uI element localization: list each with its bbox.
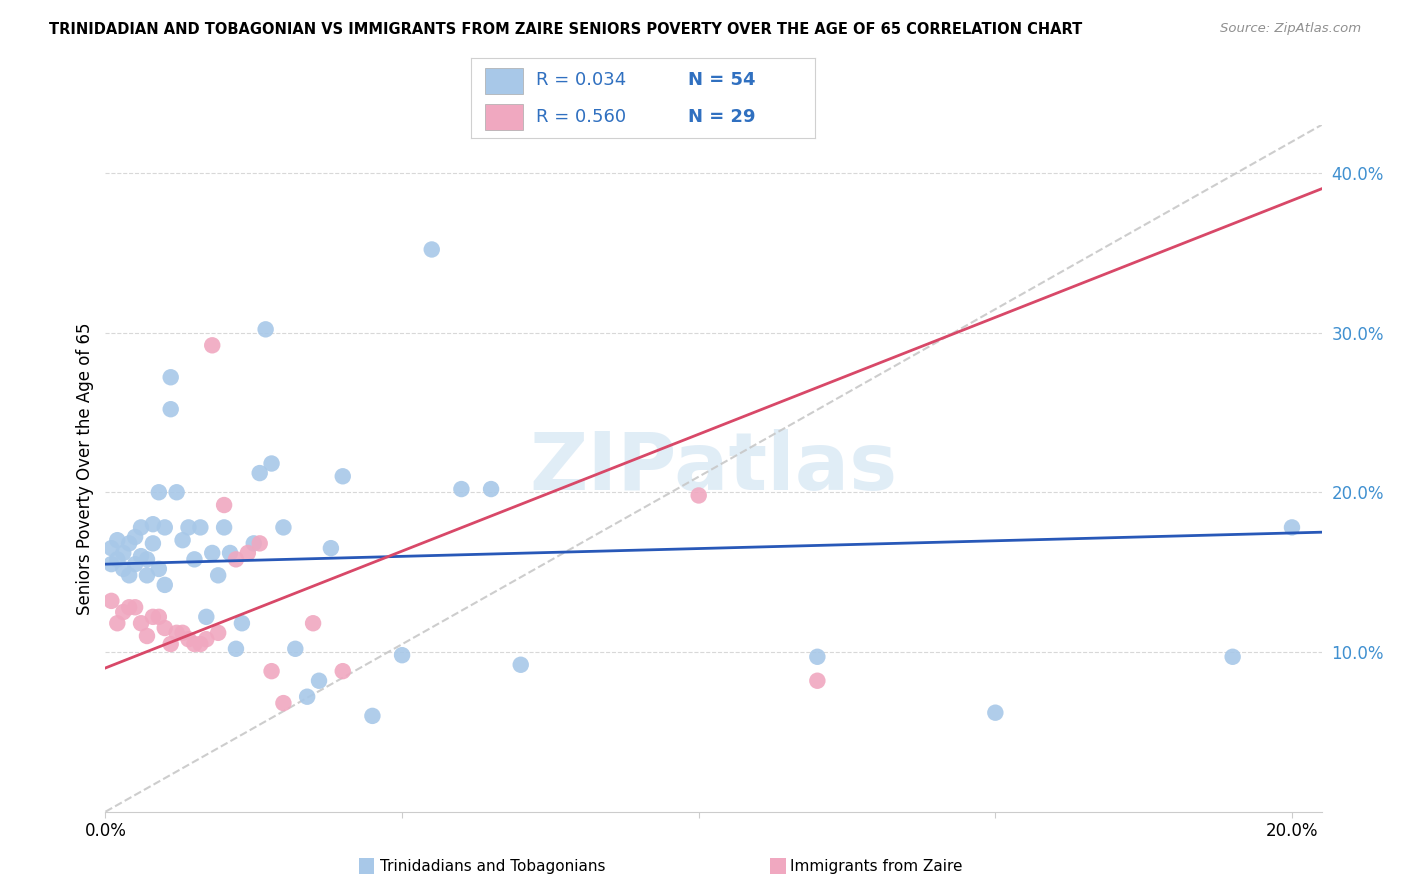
Point (332, 664, 354, 678)
Point (295, 690, 318, 704)
Point (806, 649, 828, 664)
Point (112, 562, 135, 576)
Point (361, 709, 384, 723)
Point (190, 520, 212, 534)
Point (124, 530, 146, 544)
Point (201, 338, 224, 352)
Point (1222, 649, 1244, 664)
Point (302, 616, 325, 631)
Point (124, 600, 146, 615)
Point (148, 610, 170, 624)
Point (172, 625, 194, 640)
Point (231, 616, 253, 631)
Point (129, 520, 152, 534)
Point (183, 552, 205, 566)
Point (688, 488, 710, 502)
Text: R = 0.560: R = 0.560 (537, 108, 627, 126)
Point (236, 546, 259, 560)
Point (420, 243, 443, 257)
Point (254, 322, 277, 336)
Point (284, 641, 307, 656)
Point (118, 536, 141, 550)
Point (153, 578, 176, 592)
Point (142, 536, 165, 550)
Point (177, 520, 200, 534)
Point (112, 546, 135, 560)
Point (249, 536, 271, 550)
Point (260, 664, 283, 678)
Point (249, 466, 271, 480)
Point (166, 485, 188, 500)
Point (105, 552, 128, 566)
Point (172, 533, 194, 548)
Point (118, 600, 141, 615)
Point (105, 616, 128, 631)
Point (105, 533, 128, 548)
Point (509, 657, 531, 672)
Point (1281, 520, 1303, 534)
Point (159, 637, 181, 651)
Point (201, 546, 224, 560)
Point (118, 568, 141, 582)
Bar (485, 103, 523, 130)
Point (129, 549, 152, 563)
Point (177, 632, 200, 647)
Point (319, 541, 342, 556)
Point (153, 520, 176, 534)
Point (124, 557, 146, 571)
Point (219, 546, 242, 560)
Point (112, 605, 135, 619)
Point (100, 541, 122, 556)
Point (479, 482, 502, 496)
Point (984, 706, 1007, 720)
Point (148, 562, 170, 576)
Y-axis label: Seniors Poverty Over the Age of 65: Seniors Poverty Over the Age of 65 (76, 322, 94, 615)
Point (207, 568, 229, 582)
Point (183, 637, 205, 651)
Point (159, 402, 181, 417)
Point (129, 616, 152, 631)
Point (225, 552, 247, 566)
Point (190, 637, 212, 651)
Point (450, 482, 472, 496)
Point (308, 673, 330, 688)
Point (212, 498, 235, 512)
Point (242, 536, 264, 550)
Point (142, 517, 165, 532)
Point (136, 552, 159, 566)
Point (166, 625, 188, 640)
Point (273, 696, 295, 710)
Point (273, 520, 295, 534)
Point (148, 485, 170, 500)
Point (391, 648, 413, 663)
Point (136, 629, 159, 643)
Text: TRINIDADIAN AND TOBAGONIAN VS IMMIGRANTS FROM ZAIRE SENIORS POVERTY OVER THE AGE: TRINIDADIAN AND TOBAGONIAN VS IMMIGRANTS… (49, 22, 1083, 37)
Point (207, 625, 229, 640)
Point (142, 610, 165, 624)
Point (332, 469, 354, 483)
Text: Trinidadians and Tobagonians: Trinidadians and Tobagonians (380, 859, 605, 873)
Text: Immigrants from Zaire: Immigrants from Zaire (790, 859, 963, 873)
Text: ZIPatlas: ZIPatlas (530, 429, 897, 508)
Point (212, 520, 235, 534)
Text: R = 0.034: R = 0.034 (537, 71, 627, 89)
Point (195, 632, 218, 647)
Point (806, 673, 828, 688)
Point (225, 641, 247, 656)
Point (159, 370, 181, 384)
Point (136, 568, 159, 582)
Point (100, 557, 122, 571)
Point (195, 610, 218, 624)
Point (100, 594, 122, 608)
Text: N = 29: N = 29 (688, 108, 755, 126)
Text: N = 54: N = 54 (688, 71, 755, 89)
Point (153, 621, 176, 635)
Point (260, 457, 283, 471)
Text: Source: ZipAtlas.com: Source: ZipAtlas.com (1220, 22, 1361, 36)
Bar (485, 68, 523, 95)
